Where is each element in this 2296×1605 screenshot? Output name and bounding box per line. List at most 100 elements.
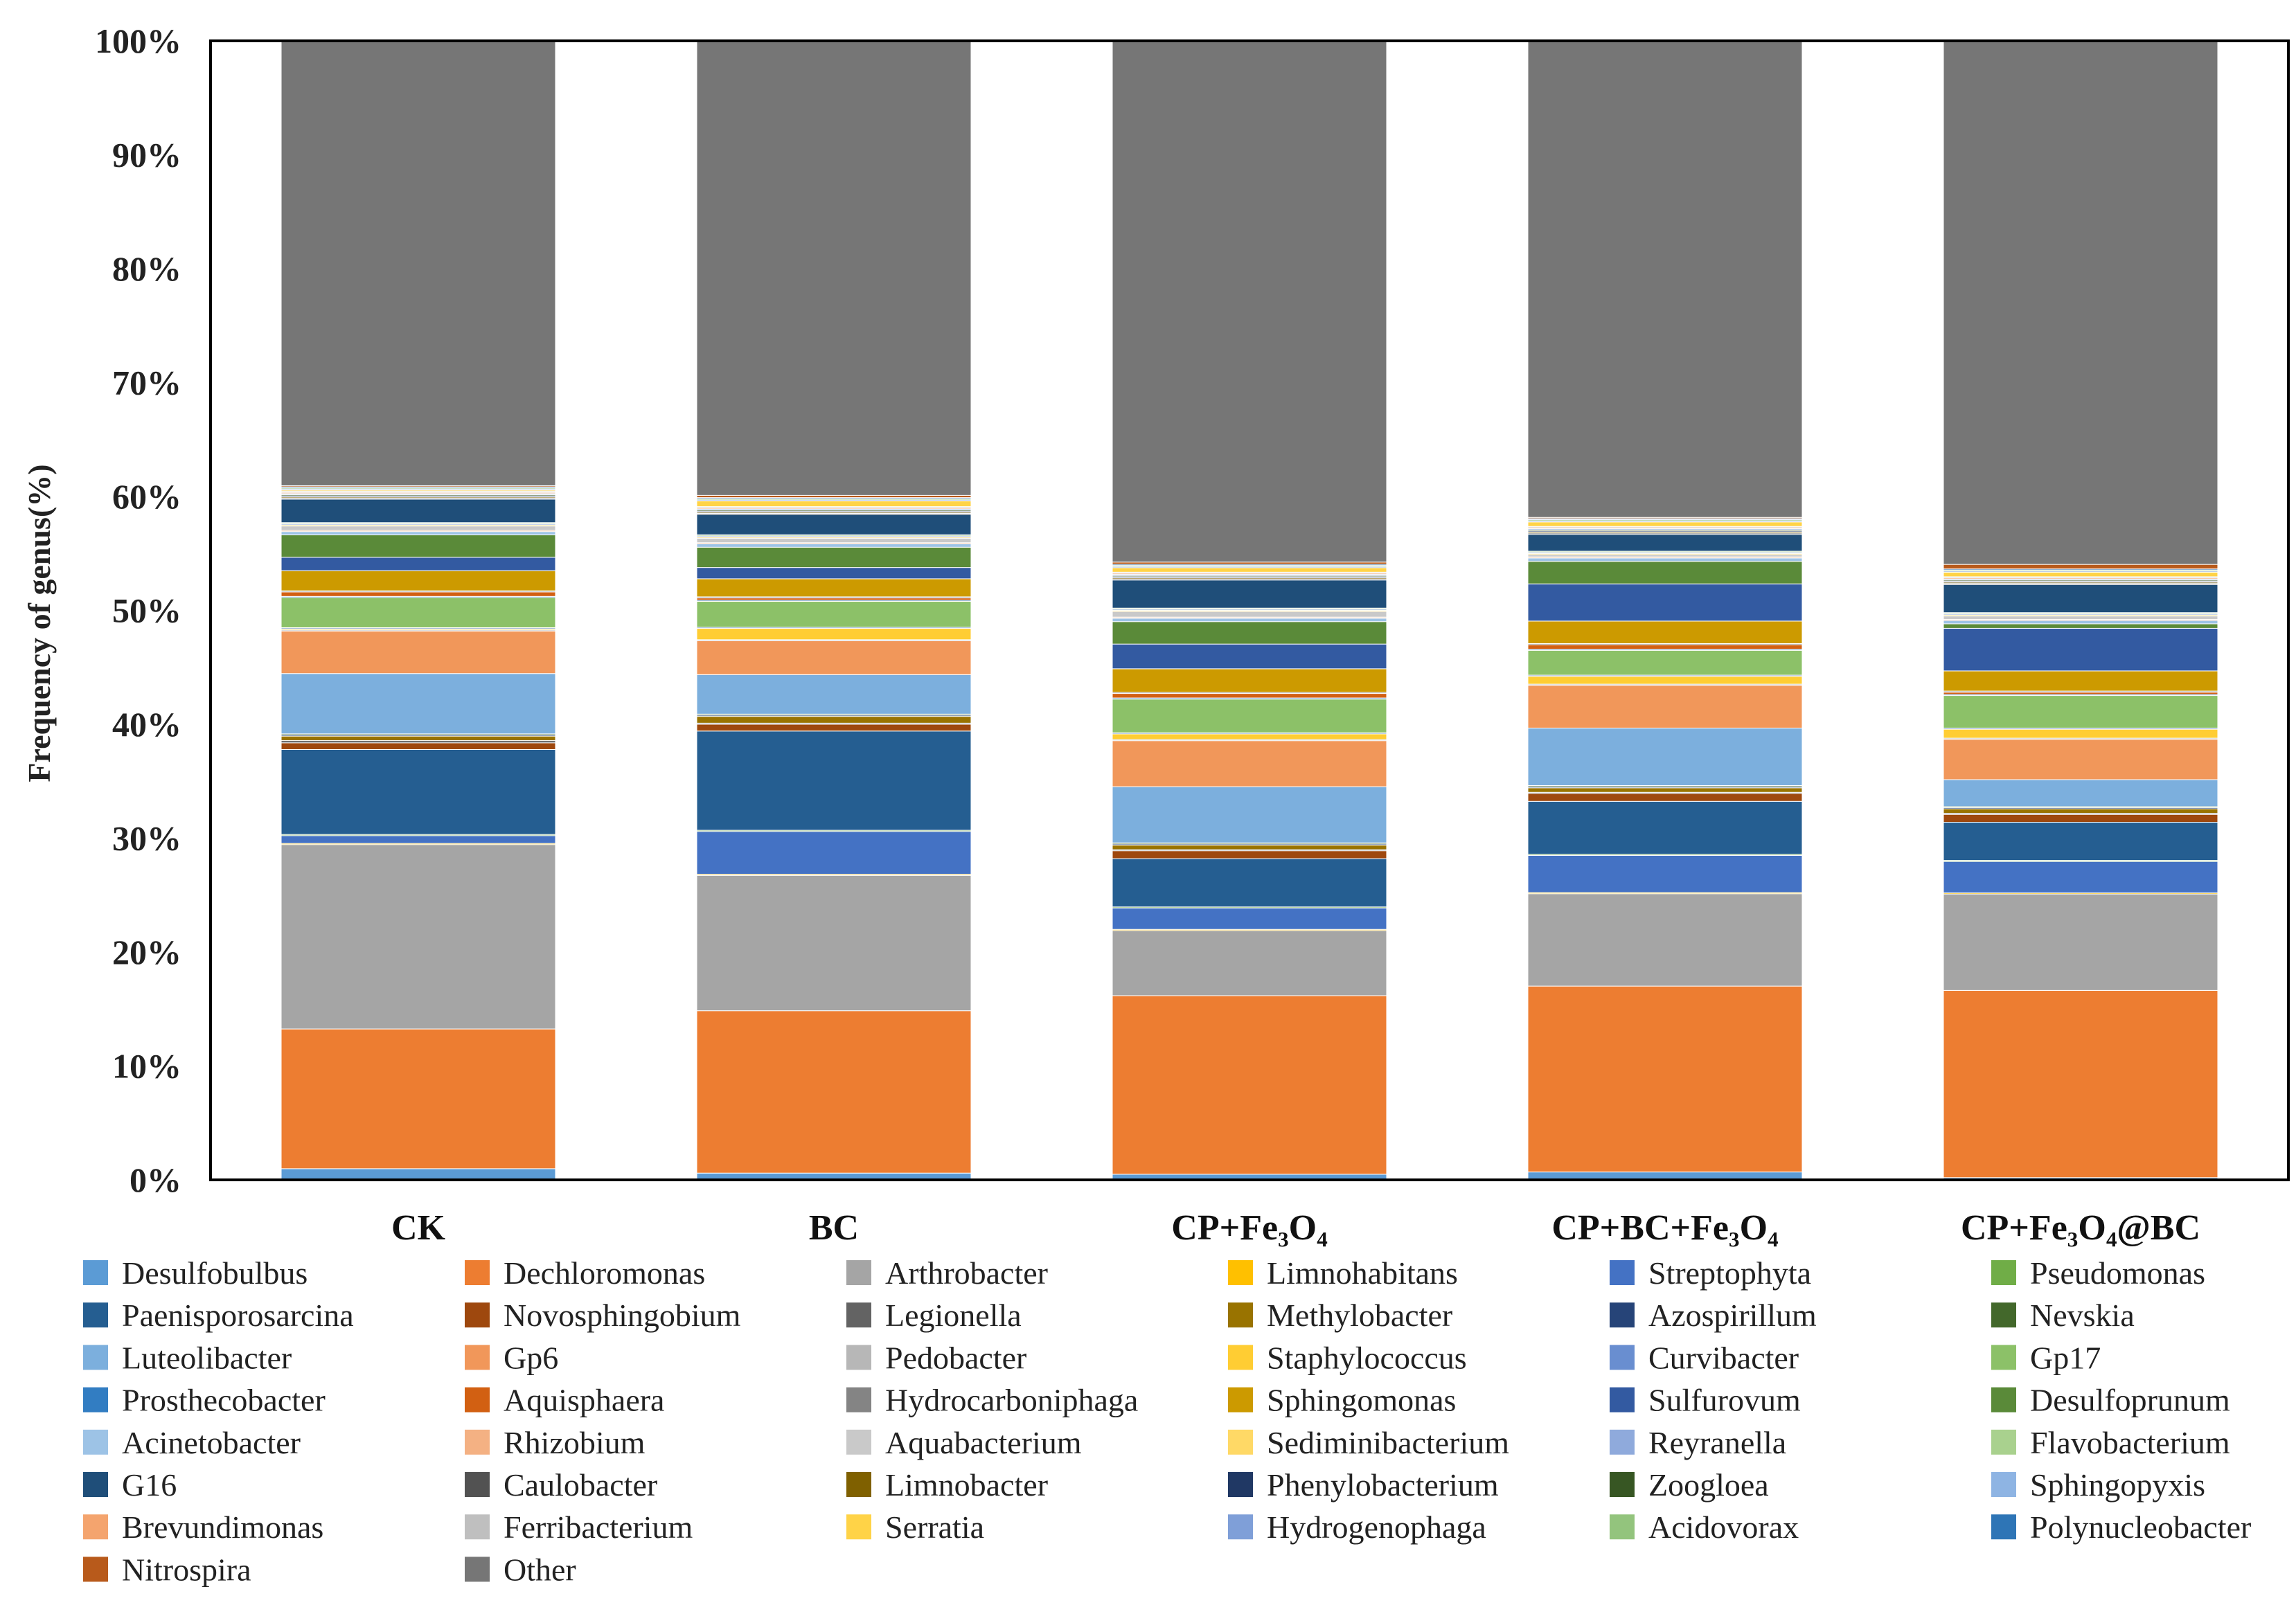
bar-segment-desulfoprunum-ck (281, 535, 556, 558)
legend-label: Reyranella (1648, 1425, 1786, 1460)
y-tick-label: 90% (112, 136, 181, 174)
legend-label: Phenylobacterium (1267, 1467, 1499, 1503)
legend-label: Gp6 (504, 1340, 558, 1375)
bar-segment-acinetobacter-bc (696, 543, 972, 548)
bar-segment-streptophyta-bc (696, 831, 972, 875)
legend-item-gp17: Gp17 (1991, 1340, 2101, 1375)
legend-swatch (846, 1387, 871, 1413)
bar-segment-dechloromonas-cp-bc-fe-o (1527, 985, 1803, 1173)
legend-swatch (1610, 1429, 1635, 1455)
bar-segment-novosphingobium-cp-fe-o-bc (1943, 814, 2218, 823)
legend-label: Desulfobulbus (122, 1255, 308, 1291)
legend-label: Other (504, 1552, 576, 1587)
bar-stacks (281, 40, 2218, 1181)
legend-item-sphingopyxis: Sphingopyxis (1991, 1467, 2205, 1503)
bar-segment-serratia-cp-fe-o-bc (1943, 571, 2218, 577)
legend-swatch (465, 1429, 490, 1455)
legend-item-brevundimonas: Brevundimonas (83, 1509, 323, 1545)
legend-swatch (846, 1429, 871, 1455)
legend-label: Nevskia (2030, 1298, 2135, 1333)
legend-swatch (465, 1387, 490, 1413)
bar-segment-streptophyta-cp-fe-o-bc (1943, 861, 2218, 894)
bar-segment-gp17-bc (696, 600, 972, 628)
bar-segment-novosphingobium-ck (281, 742, 556, 750)
legend-label: Paenisporosarcina (122, 1298, 354, 1333)
legend-item-novosphingobium: Novosphingobium (465, 1298, 741, 1333)
bar-segment-aquabacterium-bc (696, 537, 972, 544)
legend-item-caulobacter: Caulobacter (465, 1467, 657, 1503)
bar-segment-acinetobacter-ck (281, 531, 556, 536)
legend-item-flavobacterium: Flavobacterium (1991, 1425, 2230, 1460)
legend-swatch (1228, 1429, 1253, 1455)
bar-segment-luteolibacter-cp-bc-fe-o (1527, 728, 1803, 787)
bar-segment-arthrobacter-cp-bc-fe-o (1527, 893, 1803, 987)
legend-label: Sphingomonas (1267, 1383, 1456, 1418)
legend-item-g16: G16 (83, 1467, 177, 1503)
legend-item-streptophyta: Streptophyta (1610, 1255, 1811, 1291)
legend-item-nitrospira: Nitrospira (83, 1552, 251, 1587)
legend-label: Acidovorax (1648, 1509, 1799, 1545)
bar-segment-gp6-bc (696, 640, 972, 675)
legend-label: Sulfurovum (1648, 1383, 1801, 1418)
legend-item-rhizobium: Rhizobium (465, 1425, 646, 1460)
legend-item-acidovorax: Acidovorax (1610, 1509, 1799, 1545)
bar-stack-cp-fe-o-bc (1943, 40, 2218, 1181)
x-category-label-bc: BC (809, 1208, 859, 1248)
legend-label: Ferribacterium (504, 1509, 693, 1545)
legend-item-reyranella: Reyranella (1610, 1425, 1786, 1460)
legend-item-aquabacterium: Aquabacterium (846, 1425, 1082, 1460)
legend-label: Desulfoprunum (2030, 1383, 2230, 1418)
legend-label: Rhizobium (504, 1425, 646, 1460)
legend-label: Nitrospira (122, 1552, 251, 1587)
bar-segment-dechloromonas-cp-fe-o (1112, 995, 1387, 1175)
legend-swatch (1610, 1260, 1635, 1285)
legend-swatch (83, 1514, 108, 1540)
legend-swatch (83, 1302, 108, 1328)
bar-segment-aquabacterium-cp-fe-o-bc (1943, 616, 2218, 620)
legend-swatch (1991, 1429, 2016, 1455)
bar-segment-arthrobacter-bc (696, 875, 972, 1012)
bar-stack-bc (696, 40, 972, 1181)
bar-segment-other-bc (696, 40, 972, 496)
bar-segment-g16-cp-bc-fe-o (1527, 534, 1803, 552)
legend-item-zoogloea: Zoogloea (1610, 1467, 1769, 1503)
legend-swatch (1610, 1387, 1635, 1413)
bar-segment-dechloromonas-ck (281, 1028, 556, 1169)
legend-item-acinetobacter: Acinetobacter (83, 1425, 301, 1460)
bar-segment-sphingomonas-bc (696, 578, 972, 598)
bar-segment-paenisporosarcina-cp-bc-fe-o (1527, 800, 1803, 855)
legend-item-sulfurovum: Sulfurovum (1610, 1383, 1801, 1418)
bar-stack-cp-bc-fe-o (1527, 40, 1803, 1181)
bar-segment-methylobacter-bc (696, 716, 972, 724)
plot-area-frame (209, 39, 2290, 1181)
legend-item-other: Other (465, 1552, 576, 1587)
legend-swatch (465, 1472, 490, 1497)
bar-segment-gp17-ck (281, 597, 556, 629)
legend-label: Flavobacterium (2030, 1425, 2230, 1460)
legend-swatch (1610, 1514, 1635, 1540)
bar-segment-novosphingobium-cp-fe-o (1112, 850, 1387, 859)
legend-label: Aquabacterium (885, 1425, 1082, 1460)
bar-segment-novosphingobium-cp-bc-fe-o (1527, 793, 1803, 802)
legend-item-curvibacter: Curvibacter (1610, 1340, 1799, 1375)
bar-segment-luteolibacter-cp-fe-o-bc (1943, 779, 2218, 807)
legend: Desulfobulbus Dechloromonas Arthrobacter Li… (83, 1255, 2251, 1587)
legend-swatch (465, 1557, 490, 1582)
legend-item-aquisphaera: Aquisphaera (465, 1383, 664, 1418)
x-category-label-cp-fe-o: CP+Fe₃O₄ (1171, 1208, 1328, 1248)
legend-label: Gp17 (2030, 1340, 2101, 1375)
bar-segment-novosphingobium-bc (696, 724, 972, 732)
legend-swatch (1991, 1472, 2016, 1497)
bar-segment-methylobacter-cp-fe-o (1112, 845, 1387, 850)
legend-label: Limnobacter (885, 1467, 1048, 1503)
bar-segment-methylobacter-cp-fe-o-bc (1943, 808, 2218, 814)
bar-segment-sphingomonas-ck (281, 570, 556, 591)
legend-label: Luteolibacter (122, 1340, 292, 1375)
bar-segment-aquisphaera-ck (281, 591, 556, 597)
bar-segment-g16-cp-fe-o (1112, 580, 1387, 609)
bar-segment-other-cp-bc-fe-o (1527, 40, 1803, 518)
bar-segment-serratia-cp-bc-fe-o (1527, 521, 1803, 527)
bar-segment-staphylococcus-cp-fe-o-bc (1943, 728, 2218, 739)
legend-item-azospirillum: Azospirillum (1610, 1298, 1817, 1333)
bar-segment-sulfurovum-ck (281, 557, 556, 571)
